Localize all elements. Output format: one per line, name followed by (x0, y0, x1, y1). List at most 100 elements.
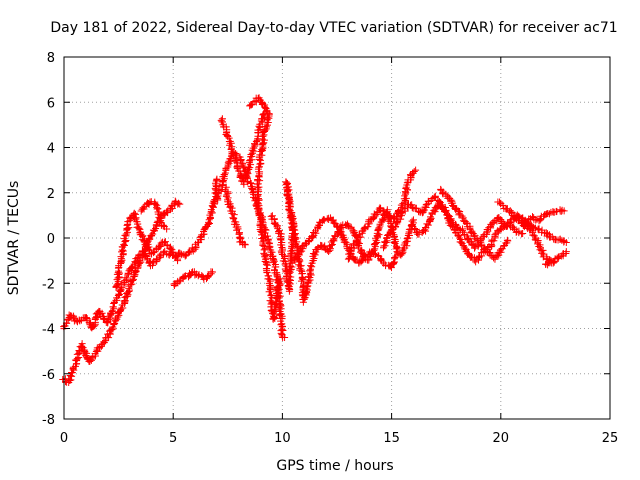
data-point-markers (221, 183, 234, 209)
data-point-markers (157, 221, 168, 231)
data-point-markers (315, 216, 328, 229)
series-track-g (217, 110, 269, 188)
data-point-markers (230, 215, 244, 237)
y-axis-label: SDTVAR / TECUs (6, 181, 22, 296)
data-point-markers (176, 272, 188, 285)
data-point-markers (540, 209, 553, 219)
chart-title: Day 181 of 2022, Sidereal Day-to-day VTE… (50, 20, 617, 36)
data-point (281, 334, 289, 342)
data-point-markers (386, 222, 400, 238)
data-point-markers (213, 182, 225, 204)
data-point-markers (226, 139, 238, 158)
data-point-markers (125, 258, 139, 275)
data-point (209, 268, 217, 276)
x-tick-label: 20 (493, 431, 510, 446)
data-point-markers (120, 217, 134, 243)
data-point-markers (104, 303, 118, 327)
data-point-markers (278, 332, 287, 341)
data-point-markers (258, 235, 269, 257)
series-track-d (137, 198, 171, 233)
series-track-n (408, 199, 527, 266)
data-point-markers (254, 153, 265, 181)
data-point-markers (375, 252, 388, 267)
y-tick-label: 2 (47, 187, 55, 202)
data-point-markers (278, 247, 291, 273)
data-point-markers (368, 248, 382, 259)
data-point (163, 225, 171, 233)
data-point-markers (131, 252, 147, 274)
data-point-markers (93, 340, 107, 355)
data-point-markers (534, 238, 548, 259)
data-point-markers (464, 235, 477, 249)
data-point-markers (256, 221, 268, 241)
data-point (409, 216, 417, 224)
data-point-markers (285, 197, 298, 228)
data-point-markers (480, 244, 492, 256)
data-point-markers (328, 216, 342, 231)
data-point-markers (466, 253, 481, 264)
data-point-markers (111, 304, 127, 323)
data-point-markers (538, 228, 552, 240)
data-point (176, 200, 184, 208)
data-point (562, 248, 570, 256)
data-point-markers (306, 250, 319, 275)
data-point (560, 207, 568, 215)
data-point-markers (551, 235, 564, 244)
y-tick-label: -6 (42, 368, 55, 383)
data-point-markers (196, 222, 211, 241)
data-point-markers (535, 212, 548, 225)
data-point-markers (68, 356, 81, 377)
data-point-markers (267, 212, 279, 228)
data-point (562, 239, 570, 247)
y-tick-label: -8 (42, 413, 55, 428)
series-track-h (221, 183, 249, 249)
data-point-markers (379, 231, 392, 252)
x-tick-label: 25 (602, 431, 619, 446)
data-point-markers (560, 250, 570, 258)
y-tick-label: -2 (42, 277, 55, 292)
data-point-markers (406, 168, 418, 179)
data-point-markers (204, 199, 218, 228)
data-point-markers (289, 220, 302, 254)
data-points-layer (59, 94, 570, 387)
data-point-markers (364, 214, 378, 228)
data-point (241, 241, 249, 249)
data-point-markers (387, 253, 399, 272)
series-track-e (170, 268, 217, 290)
data-point-markers (262, 264, 274, 285)
data-point-markers (284, 259, 296, 295)
data-point-markers (60, 311, 74, 333)
axis-ticks: 0 5 10 15 20 25 -8 -6 -4 -2 0 2 4 6 8 (42, 51, 618, 446)
series-track-o (437, 185, 555, 265)
data-point-markers (460, 243, 474, 259)
data-point-markers (349, 230, 365, 248)
data-point-markers (370, 222, 384, 251)
data-point-markers (217, 115, 230, 131)
series-track-i (246, 94, 284, 323)
data-point-markers (336, 224, 348, 246)
x-tick-label: 5 (169, 431, 177, 446)
x-axis-label: GPS time / hours (276, 458, 393, 474)
data-point-markers (400, 185, 412, 205)
data-point-markers (182, 244, 199, 259)
y-tick-label: 4 (47, 142, 55, 157)
data-point-markers (484, 248, 498, 262)
data-point-markers (282, 178, 293, 204)
data-point-markers (344, 241, 358, 263)
data-point-markers (439, 204, 455, 227)
data-point-markers (256, 126, 269, 159)
data-point (519, 229, 527, 237)
data-point-markers (452, 229, 467, 249)
data-point-markers (554, 250, 567, 263)
data-point-markers (295, 240, 310, 255)
data-point-markers (247, 138, 261, 160)
data-point (503, 236, 511, 244)
data-point-markers (246, 100, 256, 110)
data-point (412, 166, 420, 174)
data-point-markers (528, 213, 541, 224)
data-point-markers (117, 237, 130, 264)
data-point-markers (109, 286, 125, 311)
x-tick-label: 0 (60, 431, 68, 446)
